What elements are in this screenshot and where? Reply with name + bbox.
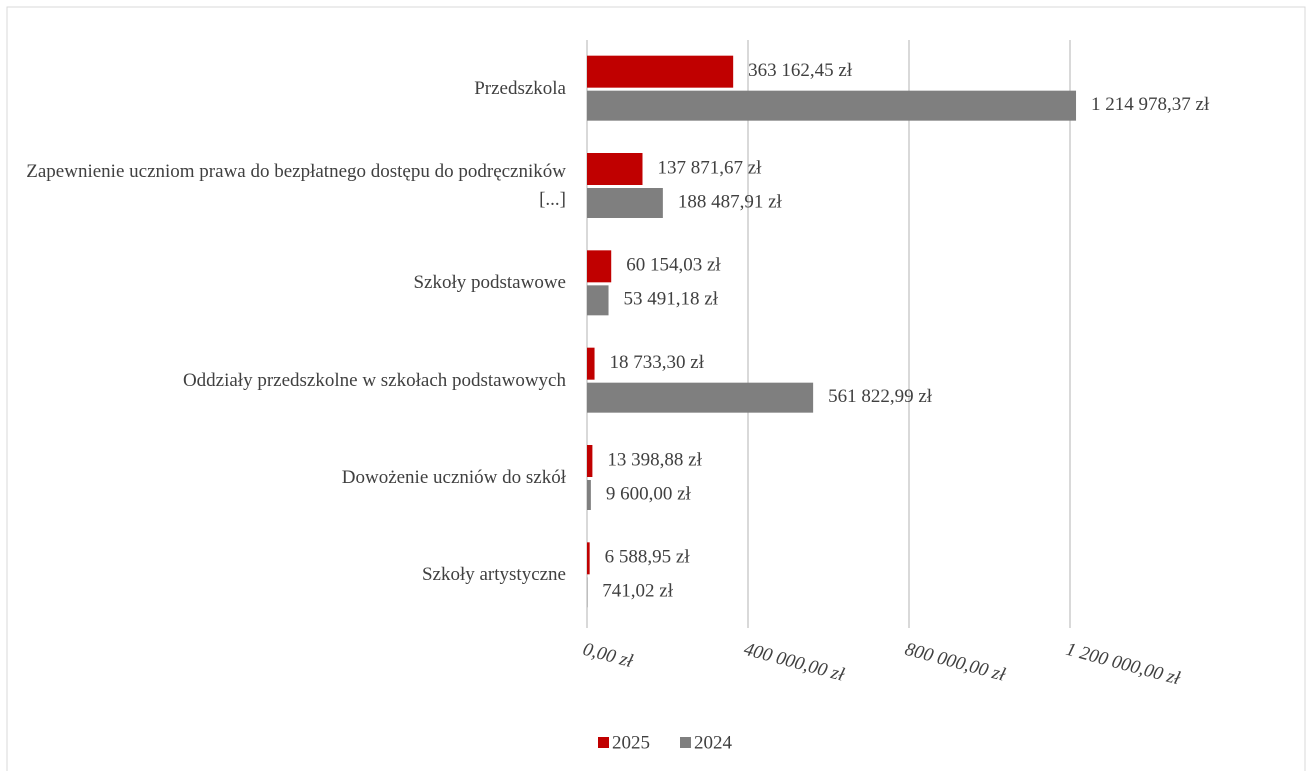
legend-swatch bbox=[598, 737, 609, 748]
y-tick-label: Zapewnienie uczniom prawa do bezpłatnego… bbox=[26, 161, 566, 210]
data-label: 13 398,88 zł bbox=[607, 449, 702, 470]
bar bbox=[587, 542, 590, 575]
x-tick-label: 0,00 zł bbox=[581, 639, 636, 673]
bar bbox=[587, 382, 814, 413]
data-label: 18 733,30 zł bbox=[610, 352, 705, 373]
data-label: 561 822,99 zł bbox=[828, 386, 933, 407]
data-label: 60 154,03 zł bbox=[626, 255, 721, 276]
bar bbox=[587, 90, 1077, 121]
data-label: 188 487,91 zł bbox=[678, 191, 783, 212]
y-tick-label: Szkoły podstawowe bbox=[413, 272, 566, 294]
bar bbox=[587, 153, 643, 185]
data-label: 741,02 zł bbox=[602, 581, 673, 602]
data-label: 6 588,95 zł bbox=[605, 547, 691, 568]
bar bbox=[587, 347, 595, 380]
y-tick-label: Szkoły artystyczne bbox=[421, 564, 566, 586]
bar bbox=[587, 445, 593, 477]
y-tick-label: Oddziały przedszkolne w szkołach podstaw… bbox=[182, 369, 566, 391]
bar bbox=[587, 480, 591, 510]
data-label: 53 491,18 zł bbox=[624, 289, 719, 310]
x-tick-label: 800 000,00 zł bbox=[903, 639, 1009, 686]
legend-label: 2024 bbox=[694, 732, 733, 753]
bar bbox=[587, 55, 734, 88]
x-tick-label: 1 200 000,00 zł bbox=[1064, 639, 1183, 690]
data-label: 9 600,00 zł bbox=[606, 483, 692, 504]
y-tick-label: Dowożenie uczniów do szkół bbox=[341, 467, 566, 488]
chart-border bbox=[6, 6, 1306, 771]
data-label: 1 214 978,37 zł bbox=[1091, 94, 1210, 115]
legend-swatch bbox=[680, 737, 691, 748]
legend-label: 2025 bbox=[612, 732, 650, 753]
x-tick-label: 400 000,00 zł bbox=[742, 639, 848, 686]
bar bbox=[587, 250, 612, 283]
y-tick-label: Przedszkola bbox=[474, 77, 566, 99]
bar bbox=[587, 285, 609, 316]
data-label: 137 871,67 zł bbox=[657, 157, 762, 178]
bar bbox=[587, 188, 663, 218]
data-label: 363 162,45 zł bbox=[748, 60, 853, 81]
